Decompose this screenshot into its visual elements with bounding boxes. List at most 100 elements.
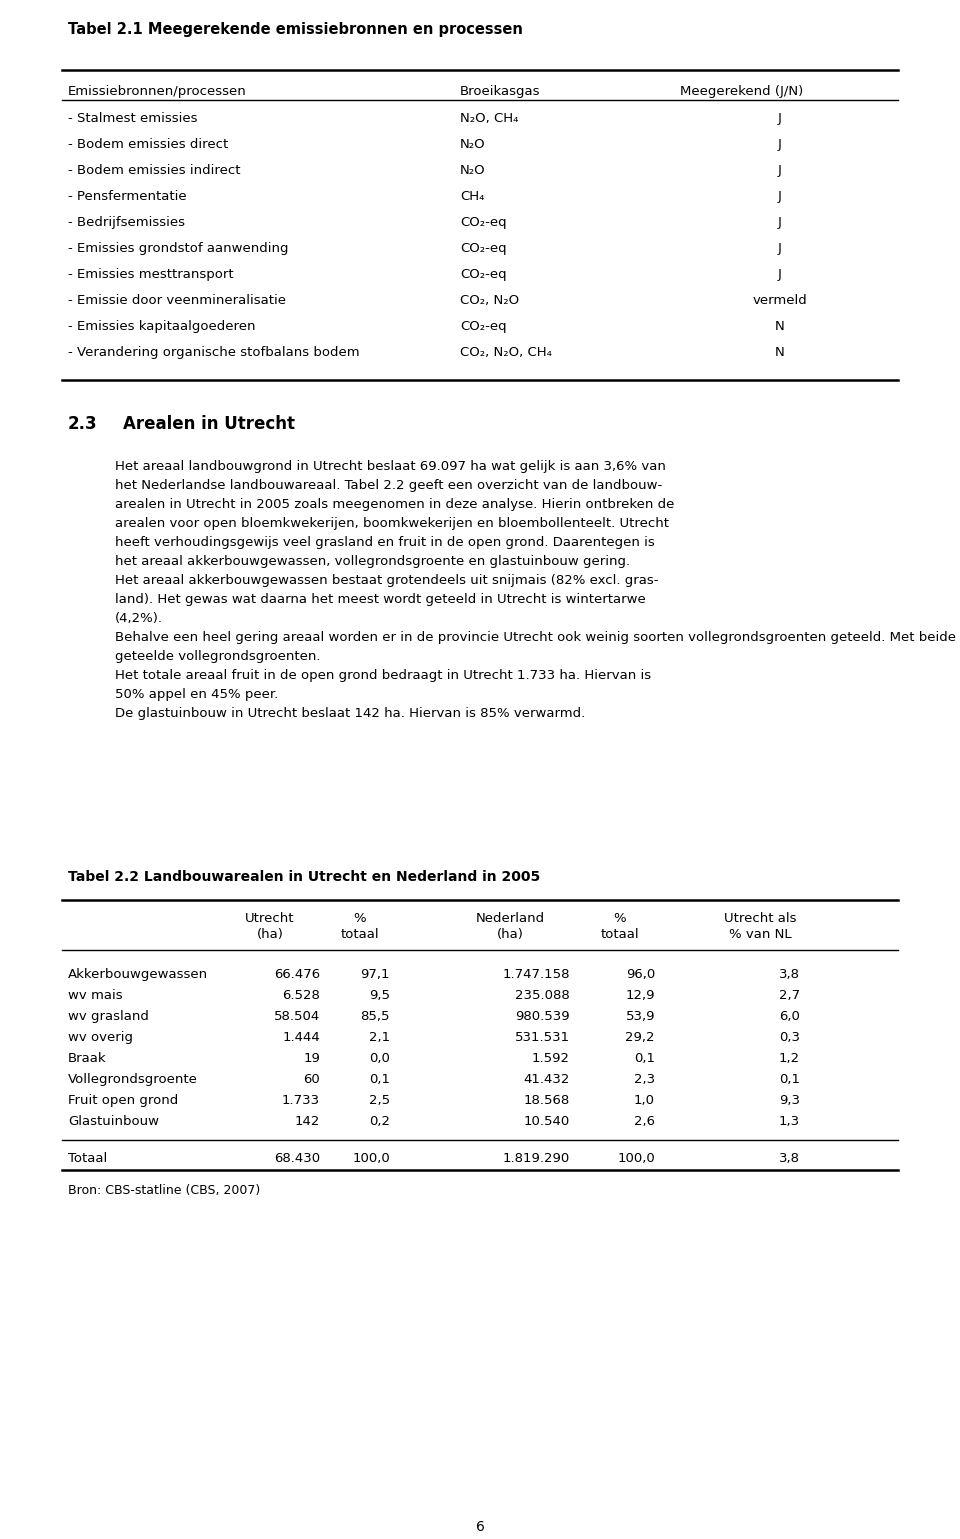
Text: Glastuinbouw: Glastuinbouw [68, 1114, 159, 1128]
Text: arealen voor open bloemkwekerijen, boomkwekerijen en bloembollenteelt. Utrecht: arealen voor open bloemkwekerijen, boomk… [115, 517, 669, 529]
Text: 1.747.158: 1.747.158 [502, 968, 570, 980]
Text: 0,2: 0,2 [369, 1114, 390, 1128]
Text: wv overig: wv overig [68, 1031, 133, 1043]
Text: J: J [778, 165, 782, 177]
Text: 0,1: 0,1 [779, 1073, 800, 1087]
Text: Utrecht: Utrecht [245, 913, 295, 925]
Text: 1.444: 1.444 [282, 1031, 320, 1043]
Text: - Emissies kapitaalgoederen: - Emissies kapitaalgoederen [68, 320, 255, 332]
Text: geteelde vollegrondsgroenten.: geteelde vollegrondsgroenten. [115, 649, 321, 663]
Text: 100,0: 100,0 [352, 1153, 390, 1165]
Text: Bron: CBS-statline (CBS, 2007): Bron: CBS-statline (CBS, 2007) [68, 1183, 260, 1197]
Text: N: N [775, 320, 785, 332]
Text: 6,0: 6,0 [780, 1010, 800, 1023]
Text: 100,0: 100,0 [617, 1153, 655, 1165]
Text: 6: 6 [475, 1521, 485, 1534]
Text: totaal: totaal [341, 928, 379, 940]
Text: 53,9: 53,9 [626, 1010, 655, 1023]
Text: - Stalmest emissies: - Stalmest emissies [68, 112, 198, 125]
Text: Fruit open grond: Fruit open grond [68, 1094, 179, 1107]
Text: 19: 19 [303, 1053, 320, 1065]
Text: 980.539: 980.539 [516, 1010, 570, 1023]
Text: 2,1: 2,1 [369, 1031, 390, 1043]
Text: 2.3: 2.3 [68, 416, 98, 432]
Text: 9,3: 9,3 [779, 1094, 800, 1107]
Text: 1,0: 1,0 [634, 1094, 655, 1107]
Text: 1.733: 1.733 [282, 1094, 320, 1107]
Text: 0,1: 0,1 [634, 1053, 655, 1065]
Text: 58.504: 58.504 [274, 1010, 320, 1023]
Text: J: J [778, 215, 782, 229]
Text: CO₂-eq: CO₂-eq [460, 215, 507, 229]
Text: J: J [778, 242, 782, 255]
Text: 3,8: 3,8 [779, 1153, 800, 1165]
Text: het areaal akkerbouwgewassen, vollegrondsgroente en glastuinbouw gering.: het areaal akkerbouwgewassen, vollegrond… [115, 556, 630, 568]
Text: Behalve een heel gering areaal worden er in de provincie Utrecht ook weinig soor: Behalve een heel gering areaal worden er… [115, 631, 960, 643]
Text: - Bodem emissies direct: - Bodem emissies direct [68, 139, 228, 151]
Text: 235.088: 235.088 [516, 990, 570, 1002]
Text: 85,5: 85,5 [361, 1010, 390, 1023]
Text: Utrecht als: Utrecht als [724, 913, 796, 925]
Text: CO₂, N₂O, CH₄: CO₂, N₂O, CH₄ [460, 346, 552, 359]
Text: - Emissies grondstof aanwending: - Emissies grondstof aanwending [68, 242, 289, 255]
Text: 2,3: 2,3 [634, 1073, 655, 1087]
Text: arealen in Utrecht in 2005 zoals meegenomen in deze analyse. Hierin ontbreken de: arealen in Utrecht in 2005 zoals meegeno… [115, 499, 674, 511]
Text: - Bedrijfsemissies: - Bedrijfsemissies [68, 215, 185, 229]
Text: 66.476: 66.476 [274, 968, 320, 980]
Text: CO₂, N₂O: CO₂, N₂O [460, 294, 519, 306]
Text: 2,5: 2,5 [369, 1094, 390, 1107]
Text: land). Het gewas wat daarna het meest wordt geteeld in Utrecht is wintertarwe: land). Het gewas wat daarna het meest wo… [115, 593, 646, 606]
Text: 10.540: 10.540 [524, 1114, 570, 1128]
Text: N₂O: N₂O [460, 139, 486, 151]
Text: - Pensfermentatie: - Pensfermentatie [68, 189, 186, 203]
Text: (4,2%).: (4,2%). [115, 613, 163, 625]
Text: 68.430: 68.430 [274, 1153, 320, 1165]
Text: - Bodem emissies indirect: - Bodem emissies indirect [68, 165, 241, 177]
Text: Emissiebronnen/processen: Emissiebronnen/processen [68, 85, 247, 98]
Text: 531.531: 531.531 [515, 1031, 570, 1043]
Text: 96,0: 96,0 [626, 968, 655, 980]
Text: CO₂-eq: CO₂-eq [460, 320, 507, 332]
Text: Arealen in Utrecht: Arealen in Utrecht [123, 416, 295, 432]
Text: vermeld: vermeld [753, 294, 807, 306]
Text: Het totale areaal fruit in de open grond bedraagt in Utrecht 1.733 ha. Hiervan i: Het totale areaal fruit in de open grond… [115, 669, 651, 682]
Text: 0,0: 0,0 [370, 1053, 390, 1065]
Text: 3,8: 3,8 [779, 968, 800, 980]
Text: 97,1: 97,1 [361, 968, 390, 980]
Text: 1.819.290: 1.819.290 [503, 1153, 570, 1165]
Text: - Verandering organische stofbalans bodem: - Verandering organische stofbalans bode… [68, 346, 360, 359]
Text: wv grasland: wv grasland [68, 1010, 149, 1023]
Text: (ha): (ha) [496, 928, 523, 940]
Text: 41.432: 41.432 [523, 1073, 570, 1087]
Text: Totaal: Totaal [68, 1153, 108, 1165]
Text: 12,9: 12,9 [626, 990, 655, 1002]
Text: CO₂-eq: CO₂-eq [460, 268, 507, 282]
Text: Tabel 2.1 Meegerekende emissiebronnen en processen: Tabel 2.1 Meegerekende emissiebronnen en… [68, 22, 523, 37]
Text: N₂O, CH₄: N₂O, CH₄ [460, 112, 518, 125]
Text: (ha): (ha) [256, 928, 283, 940]
Text: Braak: Braak [68, 1053, 107, 1065]
Text: J: J [778, 139, 782, 151]
Text: CH₄: CH₄ [460, 189, 485, 203]
Text: - Emissies mesttransport: - Emissies mesttransport [68, 268, 233, 282]
Text: 0,3: 0,3 [779, 1031, 800, 1043]
Text: %: % [613, 913, 626, 925]
Text: Meegerekend (J/N): Meegerekend (J/N) [680, 85, 804, 98]
Text: 18.568: 18.568 [524, 1094, 570, 1107]
Text: J: J [778, 189, 782, 203]
Text: 60: 60 [303, 1073, 320, 1087]
Text: 1,2: 1,2 [779, 1053, 800, 1065]
Text: N: N [775, 346, 785, 359]
Text: 1,3: 1,3 [779, 1114, 800, 1128]
Text: Vollegrondsgroente: Vollegrondsgroente [68, 1073, 198, 1087]
Text: % van NL: % van NL [729, 928, 791, 940]
Text: J: J [778, 268, 782, 282]
Text: Broeikasgas: Broeikasgas [460, 85, 540, 98]
Text: wv mais: wv mais [68, 990, 123, 1002]
Text: Het areaal akkerbouwgewassen bestaat grotendeels uit snijmais (82% excl. gras-: Het areaal akkerbouwgewassen bestaat gro… [115, 574, 659, 586]
Text: 2,6: 2,6 [634, 1114, 655, 1128]
Text: heeft verhoudingsgewijs veel grasland en fruit in de open grond. Daarentegen is: heeft verhoudingsgewijs veel grasland en… [115, 536, 655, 549]
Text: 29,2: 29,2 [626, 1031, 655, 1043]
Text: Nederland: Nederland [475, 913, 544, 925]
Text: totaal: totaal [601, 928, 639, 940]
